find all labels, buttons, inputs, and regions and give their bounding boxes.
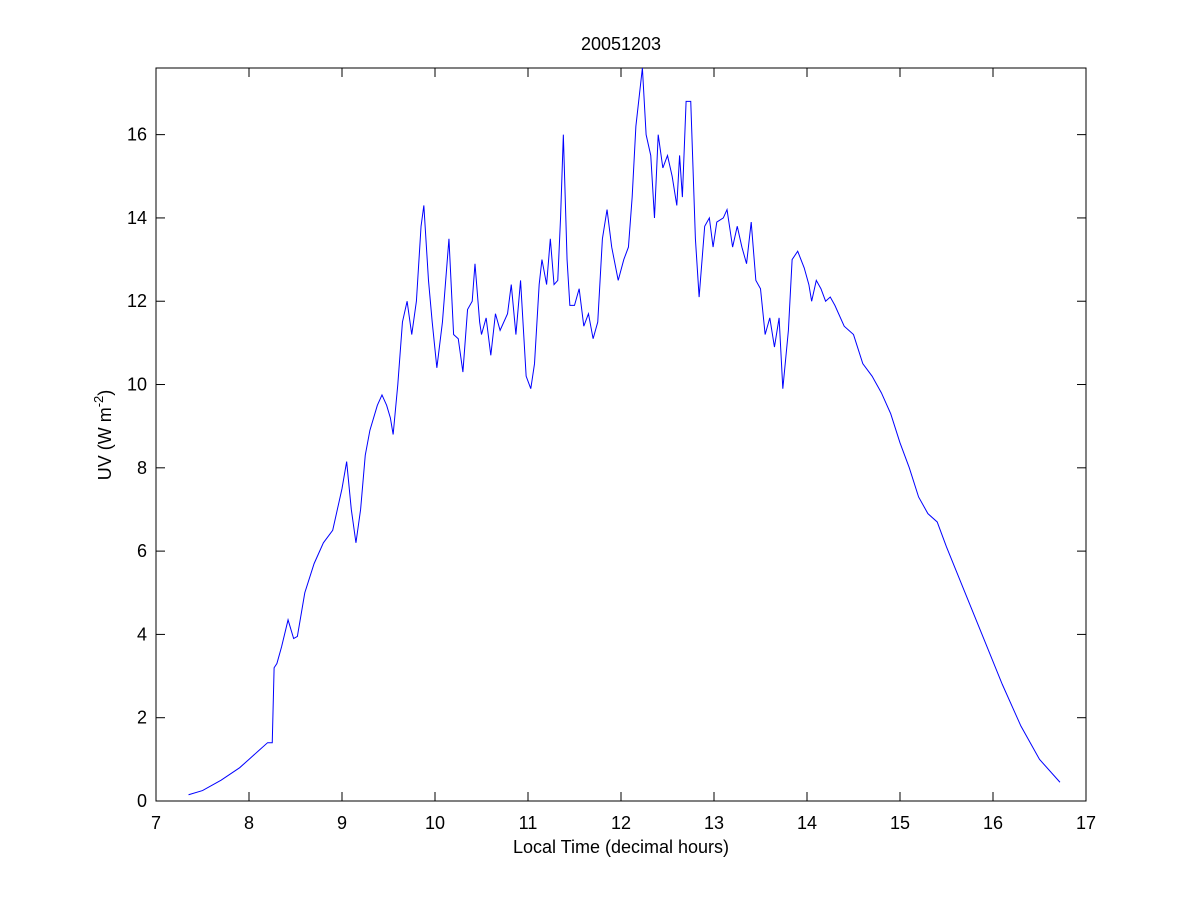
data-line [188,67,1061,796]
x-tick-label: 15 [890,813,910,833]
x-tick-label: 14 [797,813,817,833]
y-tick-label: 16 [127,125,147,145]
y-tick-label: 4 [137,624,147,644]
y-tick-label: 12 [127,291,147,311]
x-tick-label: 10 [425,813,445,833]
y-axis-label: UV (W m-2) [91,390,115,481]
x-tick-label: 11 [519,813,538,833]
y-tick-label: 14 [127,208,147,228]
y-axis-label-text: UV (W m [95,407,115,480]
y-tick-label: 6 [137,541,147,561]
y-tick-label: 0 [137,791,147,811]
x-tick-label: 17 [1076,813,1096,833]
x-tick-label: 12 [611,813,631,833]
x-tick-label: 13 [704,813,724,833]
x-tick-label: 16 [983,813,1003,833]
x-axis-label: Local Time (decimal hours) [513,837,729,857]
x-tick-label: 8 [244,813,254,833]
y-axis-label-suffix: ) [95,390,115,396]
x-tick-label: 9 [337,813,347,833]
y-tick-label: 2 [137,708,147,728]
y-tick-label: 10 [127,375,147,395]
y-axis-label-superscript: -2 [91,396,106,408]
x-tick-label: 7 [151,813,161,833]
y-tick-label: 8 [137,458,147,478]
plot-area [155,67,1087,802]
chart-title: 20051203 [581,34,661,54]
